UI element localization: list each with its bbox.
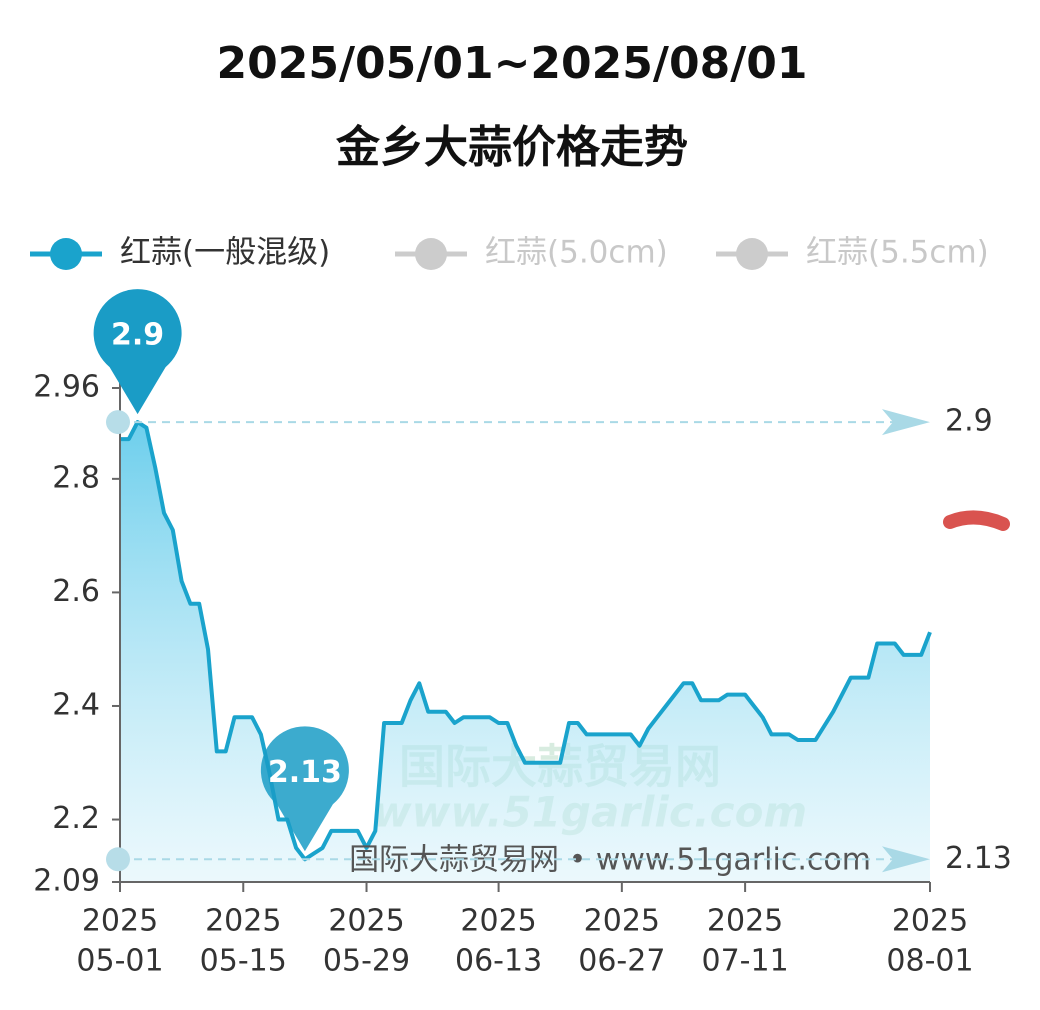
chart-subtitle: 金乡大蒜价格走势 (335, 122, 688, 173)
reference-arrow (882, 409, 930, 436)
legend-marker (736, 238, 768, 270)
y-tick-label: 2.8 (52, 460, 100, 495)
y-tick-label: 2.96 (33, 370, 100, 405)
reference-label: 2.13 (945, 841, 1012, 876)
pin-label: 2.13 (268, 755, 342, 790)
reference-dot (106, 847, 130, 872)
legend-label: 红蒜(5.5cm) (806, 235, 989, 271)
x-tick-label: 2025 (328, 904, 404, 939)
legend-label: 红蒜(5.0cm) (485, 235, 668, 271)
x-tick-label: 2025 (82, 904, 158, 939)
x-tick-label: 06-13 (455, 944, 542, 979)
legend-label: 红蒜(一般混级) (120, 235, 330, 271)
legend-marker (415, 238, 447, 270)
pin-label: 2.9 (111, 318, 164, 353)
x-tick-label: 07-11 (702, 944, 789, 979)
x-tick-label: 06-27 (578, 944, 665, 979)
chart-title: 2025/05/01~2025/08/01 (217, 38, 808, 89)
pin (260, 726, 349, 852)
scribble (943, 510, 1010, 531)
x-tick-label: 05-29 (323, 944, 410, 979)
x-tick-label: 05-01 (76, 944, 163, 979)
reference-arrow (882, 846, 930, 873)
reference-label: 2.9 (945, 404, 993, 439)
y-tick-label: 2.2 (52, 801, 100, 836)
x-tick-label: 05-15 (200, 944, 287, 979)
y-tick-label: 2.09 (33, 864, 100, 899)
area (120, 422, 930, 882)
pin (93, 289, 182, 415)
y-tick-label: 2.6 (52, 574, 100, 609)
legend-marker (50, 238, 82, 270)
y-tick-label: 2.4 (52, 687, 100, 722)
x-tick-label: 2025 (205, 904, 281, 939)
reference-dot (106, 410, 130, 435)
x-tick-label: 08-01 (886, 944, 973, 979)
line (120, 420, 932, 862)
x-tick-label: 2025 (707, 904, 783, 939)
x-tick-label: 2025 (460, 904, 536, 939)
x-tick-label: 2025 (584, 904, 660, 939)
x-tick-label: 2025 (892, 904, 968, 939)
